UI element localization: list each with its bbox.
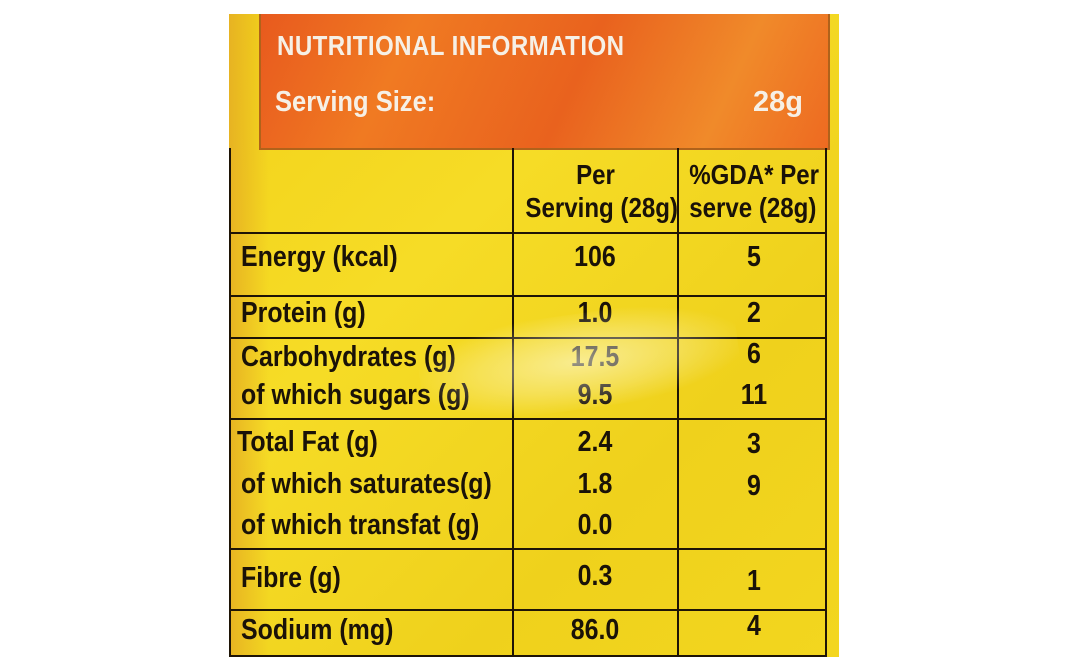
row-label-saturates: of which saturates(g): [241, 468, 492, 500]
nutrition-table: Per Serving (28g) %GDA* Per serve (28g) …: [229, 14, 839, 657]
row-label-transfat: of which transfat (g): [241, 509, 480, 541]
row-value-total-fat: 2.4: [577, 426, 613, 458]
row-value-saturates: 1.8: [577, 468, 613, 500]
rule-fat-bottom: [229, 548, 827, 550]
rule-col-2: [677, 148, 679, 657]
row-value-energy: 106: [574, 241, 616, 273]
row-gda-protein: 2: [747, 297, 761, 329]
rule-carbs-bottom: [229, 418, 827, 420]
nutrition-header: NUTRITIONAL INFORMATION Serving Size: 28…: [259, 14, 830, 150]
nutrition-title: NUTRITIONAL INFORMATION: [277, 30, 625, 61]
column-header-per-serving-line1: Per: [576, 159, 615, 190]
row-gda-fibre: 1: [747, 565, 761, 597]
nutrition-label-panel: NUTRITIONAL INFORMATION Serving Size: 28…: [229, 14, 839, 657]
row-label-total-fat: Total Fat (g): [237, 426, 378, 458]
row-label-fibre: Fibre (g): [241, 562, 341, 594]
row-gda-carbohydrates: 6: [747, 338, 761, 370]
column-header-per-serving: Per Serving (28g): [525, 158, 678, 224]
row-value-sodium: 86.0: [570, 614, 620, 646]
row-value-carbohydrates: 17.5: [570, 341, 620, 373]
rule-header-bottom: [229, 232, 827, 234]
row-value-sugars: 9.5: [577, 379, 613, 411]
rule-col-left: [229, 148, 231, 657]
rule-table-bottom: [229, 655, 827, 657]
column-header-gda-line1: %GDA* Per: [689, 159, 820, 190]
row-label-sodium: Sodium (mg): [241, 614, 394, 646]
column-header-gda-line2: serve (28g): [689, 192, 817, 223]
serving-size-value: 28g: [753, 86, 803, 118]
rule-fibre-bottom: [229, 609, 827, 611]
row-value-protein: 1.0: [577, 297, 613, 329]
column-header-gda: %GDA* Per serve (28g): [689, 158, 820, 224]
row-value-fibre: 0.3: [577, 560, 613, 592]
row-gda-sugars: 11: [740, 379, 768, 411]
row-label-sugars: of which sugars (g): [241, 379, 470, 411]
row-gda-sodium: 4: [747, 610, 761, 642]
rule-col-right: [825, 148, 827, 657]
row-label-carbohydrates: Carbohydrates (g): [241, 341, 456, 373]
row-label-protein: Protein (g): [241, 297, 366, 329]
row-gda-saturates: 9: [747, 470, 761, 502]
row-gda-energy: 5: [747, 241, 761, 273]
rule-col-1: [512, 148, 514, 657]
serving-size-label: Serving Size:: [275, 86, 436, 118]
row-label-energy: Energy (kcal): [241, 241, 398, 273]
column-header-per-serving-line2: Serving (28g): [525, 192, 678, 223]
row-gda-total-fat: 3: [747, 428, 761, 460]
row-value-transfat: 0.0: [577, 509, 613, 541]
